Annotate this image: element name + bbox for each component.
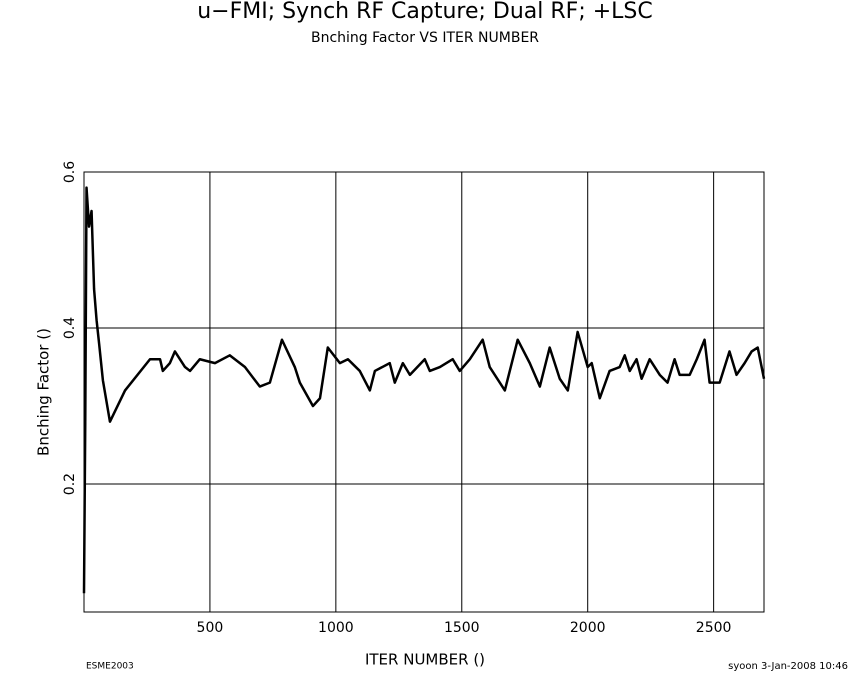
x-axis-label: ITER NUMBER () [365,651,485,669]
footer-left: ESME2003 [86,662,134,672]
x-tick-label: 1500 [444,620,480,636]
x-tick-label: 2500 [696,620,732,636]
footer-right: syoon 3-Jan-2008 10:46 [728,661,848,672]
y-tick-label: 0.6 [62,161,78,183]
y-axis-label: Bnching Factor () [35,328,53,456]
chart-subtitle: Bnching Factor VS ITER NUMBER [311,30,539,46]
y-tick-label: 0.4 [62,317,78,339]
data-line [82,186,766,594]
x-tick-label: 1000 [318,620,354,636]
plot-frame [83,171,765,613]
y-tick-label: 0.2 [62,473,78,495]
chart-title: u−FMI; Synch RF Capture; Dual RF; +LSC [197,0,653,24]
x-tick-label: 2000 [570,620,606,636]
x-tick-label: 500 [197,620,224,636]
